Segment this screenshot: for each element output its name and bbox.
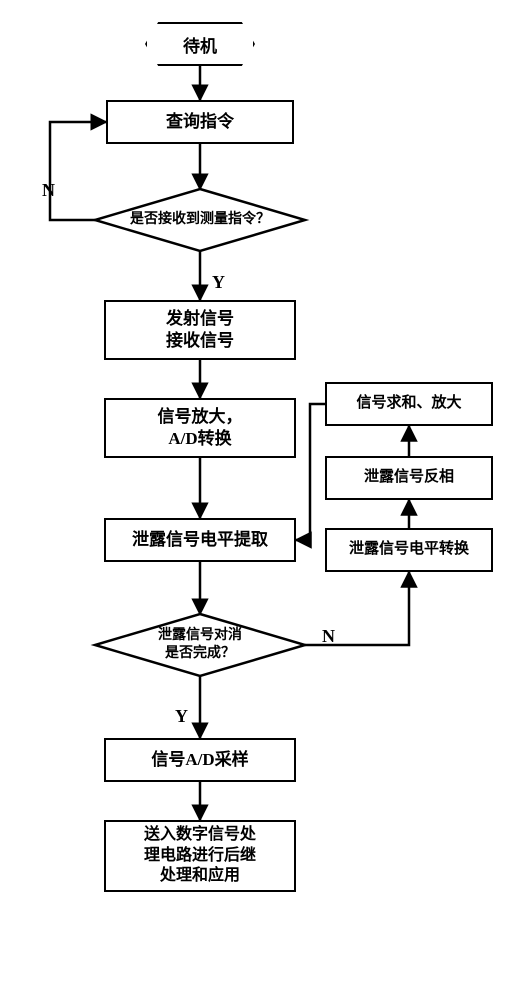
node-invert: 泄露信号反相 xyxy=(325,456,493,500)
node-convert: 泄露信号电平转换 xyxy=(325,528,493,572)
edge xyxy=(50,122,106,220)
edge xyxy=(297,572,409,645)
node-decision1: 是否接收到测量指令？ xyxy=(110,190,290,250)
node-transmit-label: 发射信号 接收信号 xyxy=(166,308,234,352)
node-query-label: 查询指令 xyxy=(166,111,234,133)
node-extract: 泄露信号电平提取 xyxy=(104,518,296,562)
node-extract-label: 泄露信号电平提取 xyxy=(132,529,268,551)
edge-label: N xyxy=(322,626,335,647)
node-convert-label: 泄露信号电平转换 xyxy=(349,540,469,560)
node-query: 查询指令 xyxy=(106,100,294,144)
edge xyxy=(296,404,325,540)
node-output-label: 送入数字信号处 理电路进行后继 处理和应用 xyxy=(144,825,256,887)
node-sampling-label: 信号A/D采样 xyxy=(151,749,248,771)
edge-label: Y xyxy=(212,272,225,293)
node-start: 待机 xyxy=(145,22,255,66)
node-output: 送入数字信号处 理电路进行后继 处理和应用 xyxy=(104,820,296,892)
node-decision2: 泄露信号对消 是否完成？ xyxy=(110,615,290,675)
edge-label: Y xyxy=(175,706,188,727)
node-sampling: 信号A/D采样 xyxy=(104,738,296,782)
node-decision1-label: 是否接收到测量指令？ xyxy=(130,211,270,229)
node-amplify-label: 信号放大， A/D转换 xyxy=(158,406,243,450)
node-transmit: 发射信号 接收信号 xyxy=(104,300,296,360)
node-decision2-label: 泄露信号对消 是否完成？ xyxy=(158,627,242,663)
node-sum: 信号求和、放大 xyxy=(325,382,493,426)
node-invert-label: 泄露信号反相 xyxy=(364,468,454,488)
node-amplify: 信号放大， A/D转换 xyxy=(104,398,296,458)
node-sum-label: 信号求和、放大 xyxy=(356,394,461,414)
node-start-label: 待机 xyxy=(183,32,217,57)
edge-label: N xyxy=(42,180,55,201)
